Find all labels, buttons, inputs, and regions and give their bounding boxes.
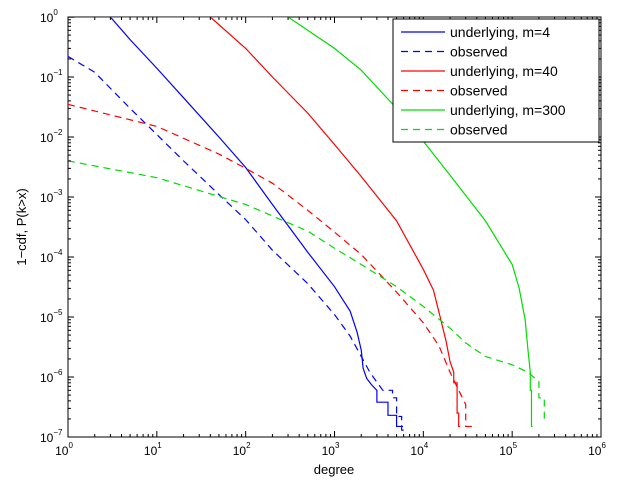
series-line-6	[68, 160, 546, 423]
x-axis: 100 101 102 103 104 105 106	[55, 17, 606, 458]
x-axis-label: degree	[314, 462, 354, 477]
legend-label-5: underlying, m=300	[450, 102, 566, 118]
legend: underlying, m=4 observed underlying, m=40 o…	[392, 18, 600, 143]
series-line-3	[68, 17, 461, 428]
series-line-4	[68, 103, 473, 428]
legend-box	[392, 18, 600, 143]
series-line-2	[68, 55, 404, 431]
series-line-1	[68, 17, 403, 428]
legend-label-6: observed	[450, 122, 508, 138]
legend-label-3: underlying, m=40	[450, 63, 558, 79]
series-lines	[68, 17, 546, 431]
legend-label-4: observed	[450, 83, 508, 99]
y-axis-label: 1−cdf, P(k>x)	[14, 188, 29, 265]
series-line-5	[68, 17, 533, 428]
legend-label-2: observed	[450, 44, 508, 60]
legend-label-1: underlying, m=4	[450, 24, 550, 40]
